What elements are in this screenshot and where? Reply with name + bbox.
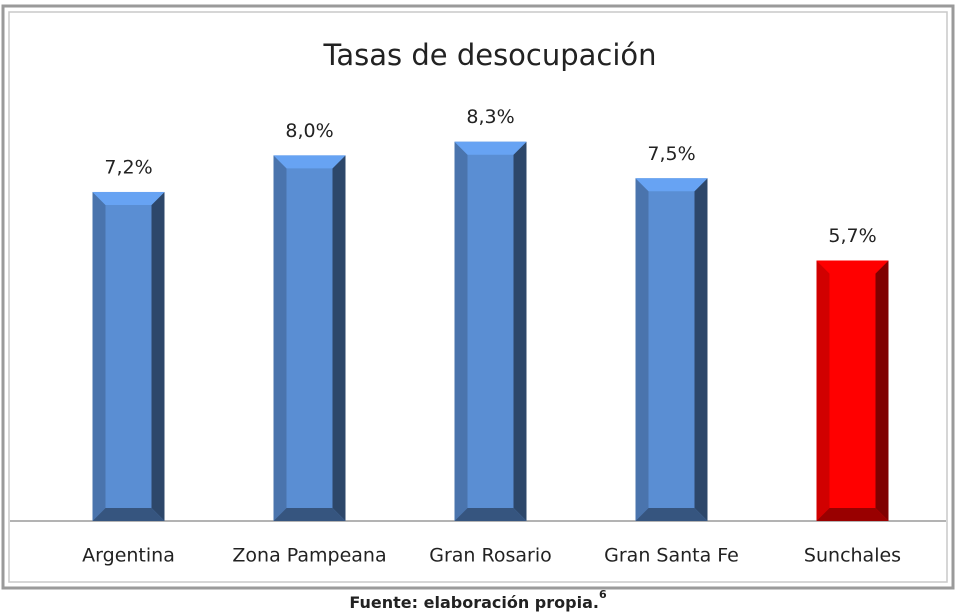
bar-bevel-right [332, 155, 346, 521]
bar-bevel-left [92, 191, 106, 521]
bar-bevel-right [875, 260, 889, 521]
value-label: 7,5% [647, 143, 695, 165]
bar-bevel-left [816, 260, 830, 521]
caption: Fuente: elaboración propia.6 [349, 588, 607, 612]
bar-bevel-bottom [635, 508, 708, 521]
x-tick-label: Gran Rosario [429, 545, 552, 567]
chart-title: Tasas de desocupación [322, 38, 656, 72]
x-tick-label: Zona Pampeana [232, 545, 386, 567]
value-label: 8,3% [466, 106, 514, 128]
bar-bevel-left [273, 155, 287, 521]
bar-bevel-bottom [816, 508, 889, 521]
bar-bevel-left [454, 141, 468, 521]
bar-bevel-bottom [92, 508, 165, 521]
value-label: 8,0% [285, 120, 333, 142]
bar-bevel-top [816, 260, 889, 274]
bar-bevel-right [513, 141, 527, 521]
x-tick-label: Argentina [82, 545, 175, 567]
value-label: 7,2% [104, 156, 152, 178]
x-tick-label: Gran Santa Fe [604, 545, 739, 567]
bar-bevel-top [635, 178, 708, 192]
bar-bevel-top [92, 191, 165, 205]
value-label: 5,7% [828, 225, 876, 247]
bar-bevel-top [454, 141, 527, 155]
bar-bevel-right [151, 191, 165, 521]
bar-bevel-right [694, 178, 708, 521]
caption-text: Fuente: elaboración propia. [349, 593, 599, 612]
plot-frame [8, 11, 948, 583]
bar-bevel-bottom [273, 508, 346, 521]
bar-bevel-left [635, 178, 649, 521]
bar-bevel-top [273, 155, 346, 169]
bar-bevel-bottom [454, 508, 527, 521]
footnote-mark: 6 [599, 588, 607, 601]
x-tick-label: Sunchales [804, 545, 901, 567]
